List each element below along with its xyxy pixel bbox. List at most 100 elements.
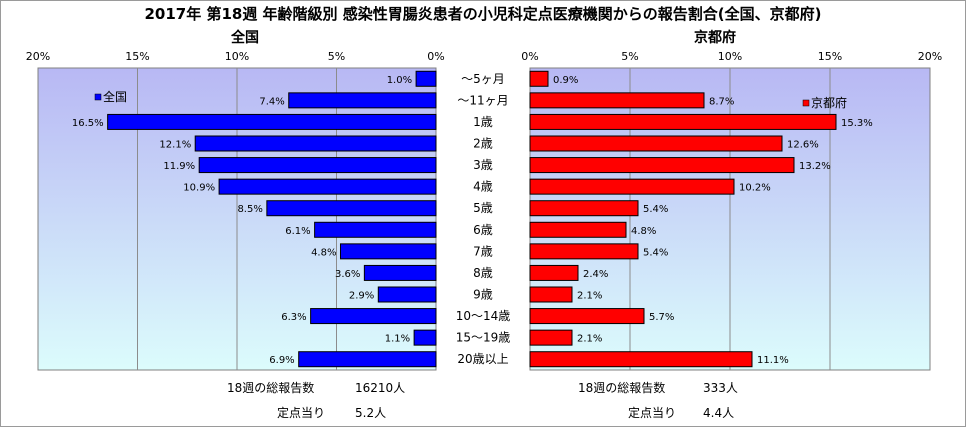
national-data-label: 11.9% bbox=[163, 161, 195, 172]
national-panel-title: 全国 bbox=[230, 29, 259, 46]
age-category-label: 15～19歳 bbox=[456, 331, 511, 345]
age-category-label: 2歳 bbox=[473, 137, 493, 151]
national-bar bbox=[413, 329, 437, 346]
kyoto-bar bbox=[529, 264, 579, 281]
national-bar bbox=[288, 92, 437, 109]
kyoto-data-label: 2.1% bbox=[577, 291, 602, 302]
kyoto-footer: 18週の総報告数 333人 定点当り 4.4人 bbox=[578, 380, 738, 420]
kyoto-tick-label: 20% bbox=[918, 50, 942, 63]
kyoto-bar bbox=[529, 308, 645, 325]
national-data-label: 12.1% bbox=[159, 140, 191, 151]
age-category-label: 10～14歳 bbox=[456, 309, 511, 323]
kyoto-data-label: 11.1% bbox=[757, 355, 789, 366]
national-total-value: 16210人 bbox=[355, 381, 405, 395]
national-tick-label: 5% bbox=[328, 50, 345, 63]
kyoto-bar bbox=[529, 243, 639, 260]
kyoto-bar bbox=[529, 221, 627, 238]
kyoto-bar bbox=[529, 351, 753, 368]
national-bars: 1.0% 7.4% 16.5% 12.1% 11.9% 10.9% 8.5% 6.1%4.8%… bbox=[72, 70, 437, 368]
kyoto-legend: 京都府 bbox=[802, 95, 847, 110]
national-tick-label: 10% bbox=[225, 50, 249, 63]
kyoto-data-label: 4.8% bbox=[631, 226, 656, 237]
kyoto-bar bbox=[529, 135, 783, 152]
kyoto-tick-label: 5% bbox=[621, 50, 638, 63]
age-category-label: 9歳 bbox=[473, 288, 493, 302]
national-data-label: 16.5% bbox=[72, 118, 104, 129]
national-legend-swatch bbox=[94, 93, 102, 101]
national-data-label: 2.9% bbox=[349, 291, 374, 302]
age-category-label: ～11ヶ月 bbox=[457, 93, 508, 107]
national-bar bbox=[363, 264, 437, 281]
national-axis-ticks: 0% 5% 10% 15% 20% bbox=[26, 50, 445, 63]
kyoto-data-label: 12.6% bbox=[787, 140, 819, 151]
national-data-label: 7.4% bbox=[259, 96, 284, 107]
kyoto-data-label: 5.4% bbox=[643, 204, 668, 215]
national-tick-label: 15% bbox=[125, 50, 149, 63]
national-bar bbox=[194, 135, 437, 152]
national-bar bbox=[198, 157, 437, 174]
kyoto-legend-swatch bbox=[802, 99, 810, 107]
kyoto-bar bbox=[529, 329, 573, 346]
national-legend-label: 全国 bbox=[103, 89, 127, 104]
chart-title: 2017年 第18週 年齢階級別 感染性胃腸炎患者の小児科定点医療機関からの報告… bbox=[144, 5, 821, 23]
national-total-label: 18週の総報告数 bbox=[227, 380, 314, 395]
age-category-label: 1歳 bbox=[473, 115, 493, 129]
national-bar bbox=[415, 70, 437, 87]
kyoto-legend-label: 京都府 bbox=[811, 95, 847, 110]
national-bar bbox=[266, 200, 437, 217]
national-data-label: 4.8% bbox=[311, 247, 336, 258]
age-category-label: ～5ヶ月 bbox=[461, 72, 505, 86]
kyoto-bar bbox=[529, 200, 639, 217]
national-bar bbox=[314, 221, 437, 238]
age-category-label: 3歳 bbox=[473, 158, 493, 172]
age-category-label: 20歳以上 bbox=[457, 352, 508, 366]
kyoto-data-label: 15.3% bbox=[841, 118, 873, 129]
age-category-label: 7歳 bbox=[473, 244, 493, 258]
age-category-label: 4歳 bbox=[473, 180, 493, 194]
national-bar bbox=[218, 178, 437, 195]
national-tick-label: 20% bbox=[26, 50, 50, 63]
national-data-label: 6.3% bbox=[281, 312, 306, 323]
national-per-site-value: 5.2人 bbox=[355, 406, 386, 420]
national-per-site-label: 定点当り bbox=[277, 405, 325, 420]
age-category-label: 8歳 bbox=[473, 266, 493, 280]
national-data-label: 6.9% bbox=[269, 355, 294, 366]
kyoto-per-site-value: 4.4人 bbox=[703, 406, 734, 420]
kyoto-data-label: 2.4% bbox=[583, 269, 608, 280]
kyoto-bar bbox=[529, 70, 549, 87]
kyoto-data-label: 5.7% bbox=[649, 312, 674, 323]
national-bar bbox=[377, 286, 437, 303]
kyoto-bar bbox=[529, 157, 795, 174]
national-data-label: 8.5% bbox=[237, 204, 262, 215]
kyoto-bar bbox=[529, 286, 573, 303]
kyoto-per-site-label: 定点当り bbox=[628, 405, 676, 420]
kyoto-data-label: 2.1% bbox=[577, 334, 602, 345]
national-tick-label: 0% bbox=[427, 50, 444, 63]
kyoto-bar bbox=[529, 113, 837, 130]
kyoto-data-label: 13.2% bbox=[799, 161, 831, 172]
kyoto-data-label: 10.2% bbox=[739, 183, 771, 194]
national-bar bbox=[107, 113, 437, 130]
kyoto-bar bbox=[529, 178, 735, 195]
age-category-label: 6歳 bbox=[473, 223, 493, 237]
national-footer: 18週の総報告数 16210人 定点当り 5.2人 bbox=[227, 380, 405, 420]
kyoto-axis-ticks: 0% 5% 10% 15% 20% bbox=[521, 50, 942, 63]
kyoto-total-label: 18週の総報告数 bbox=[578, 380, 665, 395]
kyoto-tick-label: 15% bbox=[818, 50, 842, 63]
kyoto-tick-label: 10% bbox=[718, 50, 742, 63]
age-category-labels: ～5ヶ月 ～11ヶ月 1歳 2歳 3歳 4歳 5歳 6歳 7歳 8歳 9歳 10～14歳 15～19歳 2… bbox=[456, 72, 511, 366]
national-data-label: 1.0% bbox=[387, 75, 412, 86]
national-data-label: 10.9% bbox=[183, 183, 215, 194]
national-data-label: 3.6% bbox=[335, 269, 360, 280]
national-legend: 全国 bbox=[94, 89, 127, 104]
national-bar bbox=[339, 243, 437, 260]
kyoto-bar bbox=[529, 92, 705, 109]
kyoto-bars: 0.9% 8.7% 15.3% 12.6% 13.2% 10.2% 5.4% 4.8% 5.4%… bbox=[529, 70, 873, 368]
kyoto-data-label: 5.4% bbox=[643, 247, 668, 258]
kyoto-data-label: 0.9% bbox=[553, 75, 578, 86]
national-bar bbox=[298, 351, 437, 368]
national-bar bbox=[310, 308, 437, 325]
kyoto-data-label: 8.7% bbox=[709, 96, 734, 107]
